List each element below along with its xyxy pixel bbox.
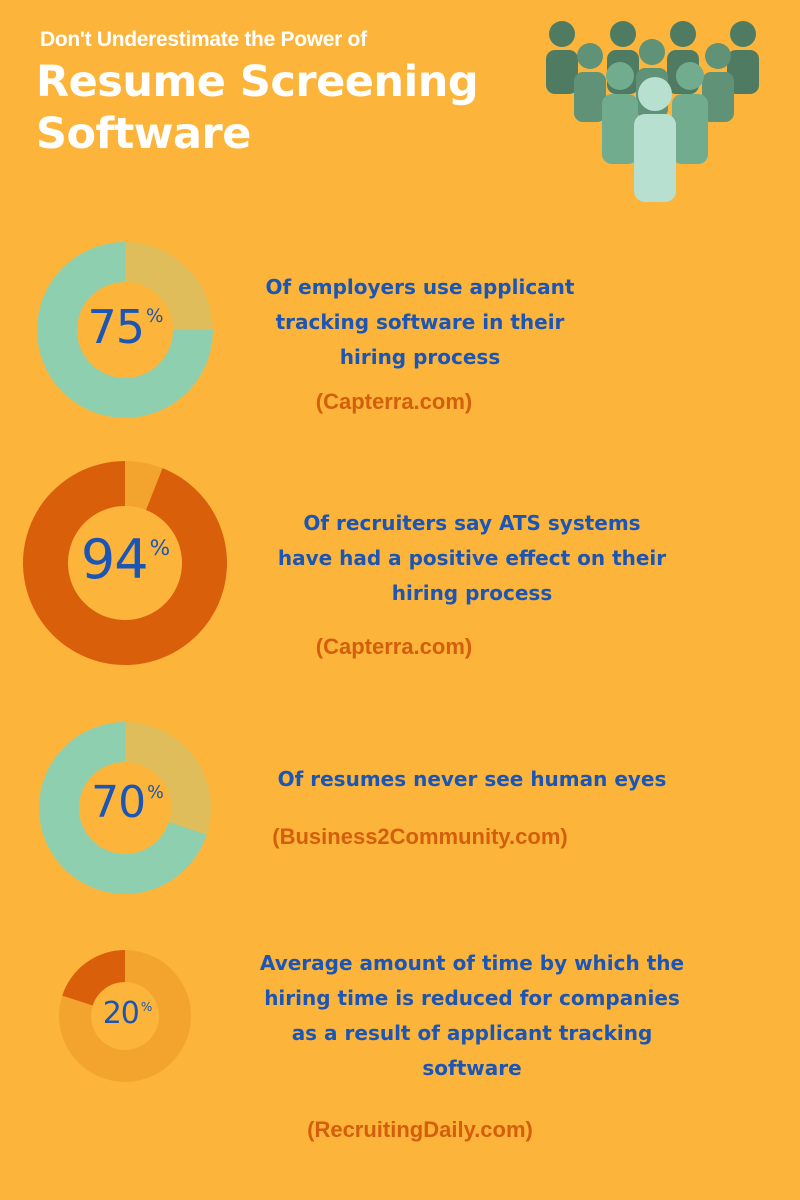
crowd-of-people-icon bbox=[546, 21, 759, 202]
donut-value-segment bbox=[22, 461, 227, 666]
description-line: hiring time is reduced for companies bbox=[264, 986, 680, 1010]
donut-remainder-segment bbox=[125, 722, 212, 835]
percent-sign: % bbox=[147, 783, 164, 804]
title-line-1: Resume Screening bbox=[36, 57, 479, 107]
percent-sign: % bbox=[140, 1000, 152, 1015]
donut-remainder-segment bbox=[125, 242, 213, 330]
percent-number: 70 bbox=[91, 777, 146, 828]
donut-remainder-segment bbox=[125, 461, 163, 511]
percent-number: 75 bbox=[87, 300, 145, 354]
header: Don't Underestimate the Power of Resume … bbox=[36, 28, 536, 160]
percent-number: 94 bbox=[80, 528, 149, 591]
donut-remainder-segment bbox=[58, 950, 191, 1083]
stat-description: Of recruiters say ATS systems have had a… bbox=[222, 506, 722, 611]
percent-sign: % bbox=[146, 306, 164, 328]
donut-value-segment bbox=[36, 242, 213, 418]
stat-description: Of resumes never see human eyes bbox=[222, 762, 722, 797]
description-line: Of resumes never see human eyes bbox=[277, 767, 667, 791]
description-line: Average amount of time by which the bbox=[259, 951, 685, 975]
description-line: Of recruiters say ATS systems bbox=[303, 511, 641, 535]
donut-value-segment bbox=[62, 950, 125, 1006]
source-label: (Capterra.com) bbox=[315, 634, 473, 659]
description-line: hiring process bbox=[339, 345, 501, 369]
percent-number: 20 bbox=[102, 996, 140, 1031]
description-line: software bbox=[422, 1056, 522, 1080]
percent-value: 20% bbox=[72, 996, 182, 1031]
source-label: (Business2Community.com) bbox=[272, 824, 568, 849]
subtitle: Don't Underestimate the Power of bbox=[40, 28, 367, 51]
description-line: have had a positive effect on their bbox=[277, 546, 667, 570]
percent-value: 75% bbox=[60, 300, 190, 354]
source-label: (Capterra.com) bbox=[315, 389, 473, 414]
description-line: hiring process bbox=[391, 581, 553, 605]
percent-value: 70% bbox=[62, 777, 192, 828]
stat-description: Average amount of time by which the hiri… bbox=[212, 946, 732, 1086]
percent-value: 94% bbox=[60, 528, 190, 591]
description-line: Of employers use applicant bbox=[265, 275, 575, 299]
description-line: tracking software in their bbox=[275, 310, 565, 334]
percent-sign: % bbox=[149, 535, 171, 561]
donut-value-segment bbox=[39, 722, 207, 894]
stat-description: Of employers use applicant tracking soft… bbox=[200, 270, 640, 375]
title-line-2: Software bbox=[36, 109, 251, 159]
source-label: (RecruitingDaily.com) bbox=[307, 1117, 533, 1142]
description-line: as a result of applicant tracking bbox=[291, 1021, 653, 1045]
